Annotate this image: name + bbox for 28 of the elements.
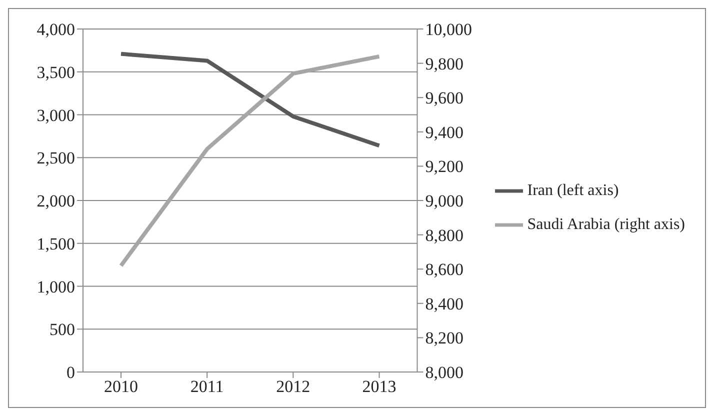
line-series (119, 54, 382, 268)
y2-tick-label: 8,800 (425, 226, 464, 245)
y2-tick-label: 9,600 (425, 88, 464, 108)
y2-tick-label: 9,200 (425, 157, 464, 176)
y2-tick-label: 8,600 (425, 260, 464, 280)
x-tick-label: 2012 (276, 377, 310, 396)
y2-tick-label: 9,800 (425, 54, 464, 74)
y-tick-label: 2,000 (36, 192, 75, 211)
y-tick-label: 0 (66, 363, 75, 382)
y-tick-label: 3,000 (36, 106, 75, 125)
line-series (119, 52, 382, 148)
y2-tick-label: 10,000 (425, 20, 472, 40)
y-tick-label: 500 (50, 320, 75, 340)
y-tick-label: 1,000 (36, 277, 75, 296)
x-tick-label: 2010 (104, 377, 138, 396)
legend-label: Saudi Arabia (right axis) (527, 216, 685, 233)
y2-tick-label: 8,200 (425, 328, 464, 348)
y2-tick-label: 9,000 (425, 192, 464, 211)
x-tick-label: 2013 (362, 377, 396, 396)
y2-tick-label: 8,400 (425, 294, 464, 314)
legend-label: Iran (left axis) (527, 182, 619, 199)
y-tick-label: 2,500 (36, 148, 75, 168)
y2-tick-label: 8,000 (425, 363, 464, 382)
y-tick-label: 1,500 (36, 234, 75, 254)
y-tick-label: 3,500 (36, 62, 75, 82)
x-tick-label: 2011 (190, 377, 224, 396)
y2-tick-label: 9,400 (425, 122, 464, 142)
y-tick-label: 4,000 (36, 20, 75, 40)
